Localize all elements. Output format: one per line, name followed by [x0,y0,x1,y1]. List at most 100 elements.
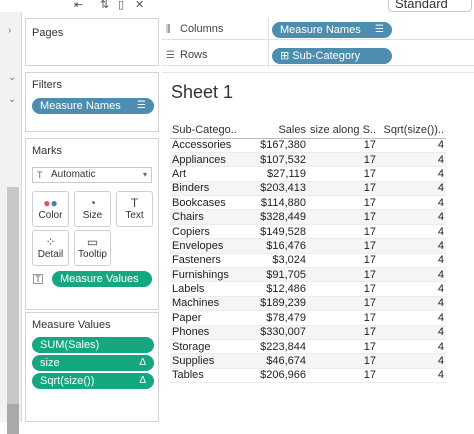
measure-pill-sqrt-size[interactable]: Sqrt(size()) Δ [32,373,154,389]
table-cell[interactable]: 4 [378,138,447,153]
table-cell[interactable]: $91,705 [242,267,308,283]
mark-type-dropdown[interactable]: T Automatic ▾ [32,167,152,183]
table-cell[interactable]: 4 [378,296,447,312]
table-cell[interactable]: 17 [308,224,379,240]
filter-pill-measure-names[interactable]: Measure Names ☰ [32,98,154,114]
table-cell[interactable]: Art [170,166,242,182]
columns-shelf[interactable]: ⫼ Columns Measure Names ☰ [162,20,474,40]
table-cell[interactable]: $27,119 [242,166,308,182]
chevron-right-icon[interactable]: › [8,25,12,36]
table-cell[interactable]: 4 [378,166,447,182]
table-cell[interactable]: 17 [308,339,379,355]
table-cell[interactable]: Supplies [170,353,242,369]
table-cell[interactable]: $114,880 [242,195,308,211]
scrollbar-thumb[interactable] [7,404,19,434]
table-row[interactable]: Appliances $107,532 17 4 [170,152,447,168]
table-row[interactable]: Binders $203,413 17 4 [170,181,447,197]
table-cell[interactable]: $78,479 [242,310,308,326]
table-cell[interactable]: 4 [378,267,447,283]
table-cell[interactable]: Appliances [170,152,242,168]
table-cell[interactable]: 4 [378,368,447,384]
table-cell[interactable]: 17 [308,325,379,340]
table-cell[interactable]: 17 [308,310,379,326]
measure-pill-size[interactable]: size Δ [32,355,154,371]
measure-pill-sum-sales[interactable]: SUM(Sales) [32,337,154,353]
column-header[interactable]: Sales [242,123,308,139]
table-row[interactable]: Bookcases $114,880 17 4 [170,195,447,211]
table-cell[interactable]: $16,476 [242,238,308,254]
table-row[interactable]: Fasteners $3,024 17 4 [170,253,447,269]
table-cell[interactable]: 17 [308,353,379,369]
worksheet-view[interactable]: Sheet 1 Sub-Catego.. Sales size along S.… [162,72,474,422]
table-cell[interactable]: $107,532 [242,152,308,168]
table-row[interactable]: Envelopes $16,476 17 4 [170,238,447,254]
table-cell[interactable]: 4 [378,209,447,225]
sort-icon[interactable]: ⇅ [100,0,110,11]
table-row[interactable]: Furnishings $91,705 17 4 [170,267,447,283]
table-cell[interactable]: $189,239 [242,296,308,312]
table-cell[interactable]: $328,449 [242,209,308,225]
table-cell[interactable]: $3,024 [242,253,308,269]
table-cell[interactable]: $223,844 [242,339,308,355]
marks-pill-measure-values[interactable]: Measure Values [52,271,152,287]
table-cell[interactable]: 17 [308,209,379,225]
table-cell[interactable]: Tables [170,368,242,384]
table-cell[interactable]: $206,966 [242,368,308,384]
table-cell[interactable]: Phones [170,325,242,340]
table-row[interactable]: Supplies $46,674 17 4 [170,353,447,369]
column-header[interactable]: Sub-Catego.. [170,123,242,139]
rows-pill-sub-category[interactable]: ⊞ Sub-Category [272,48,392,64]
table-cell[interactable]: 4 [378,353,447,369]
table-cell[interactable]: $203,413 [242,181,308,197]
tooltip-mark-button[interactable]: ▭ Tooltip [74,230,111,266]
table-cell[interactable]: $46,674 [242,353,308,369]
table-cell[interactable]: Copiers [170,224,242,240]
table-cell[interactable]: 17 [308,238,379,254]
table-cell[interactable]: 17 [308,368,379,384]
table-cell[interactable]: 4 [378,325,447,340]
measure-values-shelf[interactable]: Measure Values SUM(Sales) size Δ Sqrt(si… [25,312,159,422]
column-header[interactable]: size along S.. [308,123,379,139]
table-row[interactable]: Storage $223,844 17 4 [170,339,447,355]
table-cell[interactable]: Storage [170,339,242,355]
table-cell[interactable]: 4 [378,224,447,240]
scrollbar-track[interactable] [7,187,19,434]
text-mark-button[interactable]: T Text [116,191,153,227]
table-cell[interactable]: 4 [378,238,447,254]
table-cell[interactable]: Bookcases [170,195,242,211]
table-row[interactable]: Paper $78,479 17 4 [170,310,447,326]
table-cell[interactable]: 4 [378,339,447,355]
table-cell[interactable]: 4 [378,253,447,269]
table-cell[interactable]: 4 [378,152,447,168]
table-row[interactable]: Copiers $149,528 17 4 [170,224,447,240]
table-cell[interactable]: 4 [378,195,447,211]
table-cell[interactable]: $330,007 [242,325,308,340]
chevron-down-icon[interactable]: ⌄ [8,72,17,83]
table-cell[interactable]: Chairs [170,209,242,225]
pages-shelf[interactable]: Pages [25,18,159,66]
table-cell[interactable]: $167,380 [242,138,308,153]
table-row[interactable]: Art $27,119 17 4 [170,166,447,182]
clear-icon[interactable]: ▯ [118,0,125,11]
add-column-icon[interactable]: ✕ [135,0,145,11]
table-cell[interactable]: $12,486 [242,281,308,297]
table-cell[interactable]: 17 [308,152,379,168]
filters-shelf[interactable]: Filters Measure Names ☰ [25,72,159,132]
table-cell[interactable]: $149,528 [242,224,308,240]
table-cell[interactable]: Furnishings [170,267,242,283]
sheet-title[interactable]: Sheet 1 [171,82,234,102]
rows-shelf[interactable]: ☰ Rows ⊞ Sub-Category [162,46,474,66]
table-cell[interactable]: Machines [170,296,242,312]
column-header[interactable]: Sqrt(size()).. [378,123,447,139]
table-cell[interactable]: Accessories [170,138,242,153]
table-cell[interactable]: 4 [378,281,447,297]
table-cell[interactable]: Labels [170,281,242,297]
color-mark-button[interactable]: ●● Color [32,191,69,227]
chevron-down-icon[interactable]: ⌄ [8,94,17,105]
undo-add-icon[interactable]: ⇤ [74,0,84,11]
table-cell[interactable]: 17 [308,253,379,269]
table-cell[interactable]: 17 [308,296,379,312]
table-row[interactable]: Tables $206,966 17 4 [170,368,447,384]
table-cell[interactable]: Binders [170,181,242,197]
table-row[interactable]: Accessories $167,380 17 4 [170,138,447,153]
